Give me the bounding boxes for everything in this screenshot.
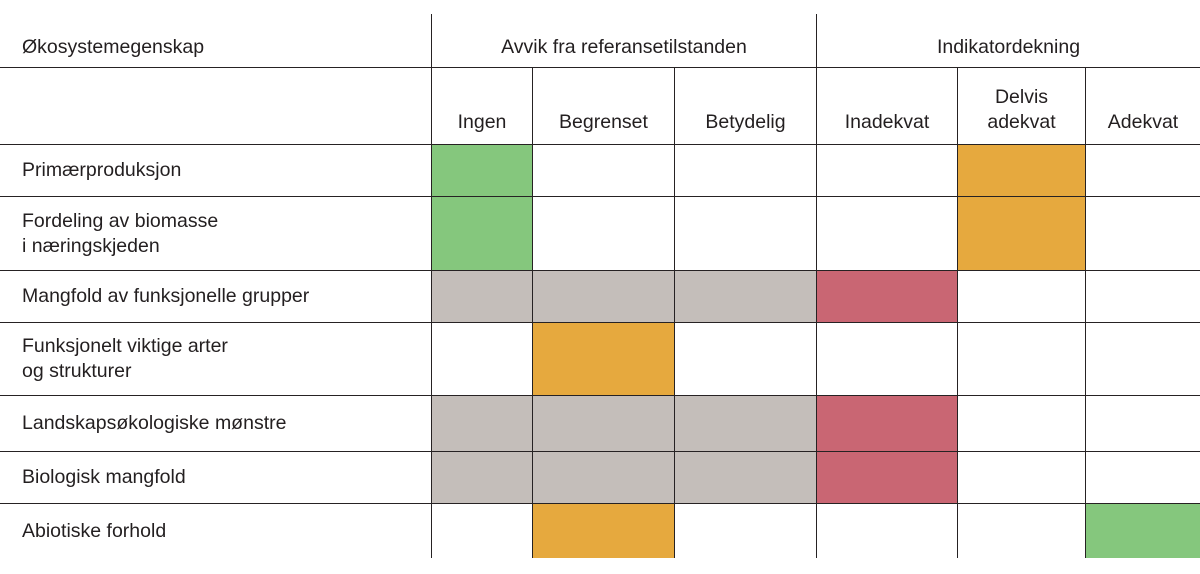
matrix-cell (817, 323, 958, 395)
matrix-cell (533, 396, 675, 451)
matrix-cell (675, 323, 817, 395)
matrix-cell (817, 145, 958, 196)
group-header-row: Økosystemegenskap Avvik fra referansetil… (0, 14, 1200, 68)
matrix-cell (1086, 452, 1200, 503)
matrix-cell (533, 504, 675, 558)
column-header-betydelig: Betydelig (675, 68, 817, 144)
column-header-delvis-adekvat: Delvis adekvat (958, 68, 1086, 144)
table-row: Landskapsøkologiske mønstre (0, 396, 1200, 452)
matrix-cell (1086, 396, 1200, 451)
matrix-cell (958, 396, 1086, 451)
group-header-avvik: Avvik fra referansetilstanden (432, 14, 817, 67)
matrix-cell (958, 504, 1086, 558)
matrix-cell (533, 271, 675, 322)
matrix-cell (1086, 323, 1200, 395)
matrix-cell (675, 197, 817, 270)
matrix-cell (432, 145, 533, 196)
matrix-table: Økosystemegenskap Avvik fra referansetil… (0, 14, 1200, 558)
table-row: Funksjonelt viktige arter og strukturer (0, 323, 1200, 396)
row-label: Biologisk mangfold (0, 452, 432, 503)
matrix-cell (1086, 271, 1200, 322)
matrix-cell (675, 504, 817, 558)
table-row: Biologisk mangfold (0, 452, 1200, 504)
row-label: Abiotiske forhold (0, 504, 432, 558)
matrix-cell (533, 452, 675, 503)
corner-header: Økosystemegenskap (0, 14, 432, 67)
matrix-cell (432, 271, 533, 322)
matrix-cell (817, 197, 958, 270)
matrix-cell (675, 145, 817, 196)
matrix-cell (1086, 504, 1200, 558)
matrix-cell (817, 452, 958, 503)
matrix-cell (533, 323, 675, 395)
matrix-cell (432, 452, 533, 503)
table-row: Fordeling av biomasse i næringskjeden (0, 197, 1200, 271)
table-row: Abiotiske forhold (0, 504, 1200, 558)
matrix-cell (958, 197, 1086, 270)
matrix-cell (432, 323, 533, 395)
matrix-cell (817, 396, 958, 451)
matrix-cell (958, 452, 1086, 503)
column-header-row: Ingen Begrenset Betydelig Inadekvat Delv… (0, 68, 1200, 145)
row-label: Landskapsøkologiske mønstre (0, 396, 432, 451)
row-label: Primærproduksjon (0, 145, 432, 196)
matrix-cell (432, 197, 533, 270)
row-label: Mangfold av funksjonelle grupper (0, 271, 432, 322)
matrix-cell (533, 197, 675, 270)
matrix-cell (1086, 145, 1200, 196)
matrix-cell (817, 271, 958, 322)
column-header-inadekvat: Inadekvat (817, 68, 958, 144)
group-header-indikatordekning: Indikatordekning (936, 36, 1081, 58)
matrix-cell (432, 504, 533, 558)
matrix-cell (675, 452, 817, 503)
column-header-spacer (0, 68, 432, 144)
row-label: Funksjonelt viktige arter og strukturer (0, 323, 432, 395)
table-row: Mangfold av funksjonelle grupper (0, 271, 1200, 323)
matrix-cell (432, 396, 533, 451)
matrix-cell (533, 145, 675, 196)
row-label: Fordeling av biomasse i næringskjeden (0, 197, 432, 270)
table-row: Primærproduksjon (0, 145, 1200, 197)
column-header-ingen: Ingen (432, 68, 533, 144)
matrix-cell (958, 323, 1086, 395)
column-header-adekvat: Adekvat (1107, 111, 1179, 133)
matrix-cell (958, 145, 1086, 196)
matrix-cell (817, 504, 958, 558)
matrix-cell (675, 396, 817, 451)
matrix-cell (1086, 197, 1200, 270)
column-header-begrenset: Begrenset (533, 68, 675, 144)
matrix-cell (958, 271, 1086, 322)
matrix-cell (675, 271, 817, 322)
